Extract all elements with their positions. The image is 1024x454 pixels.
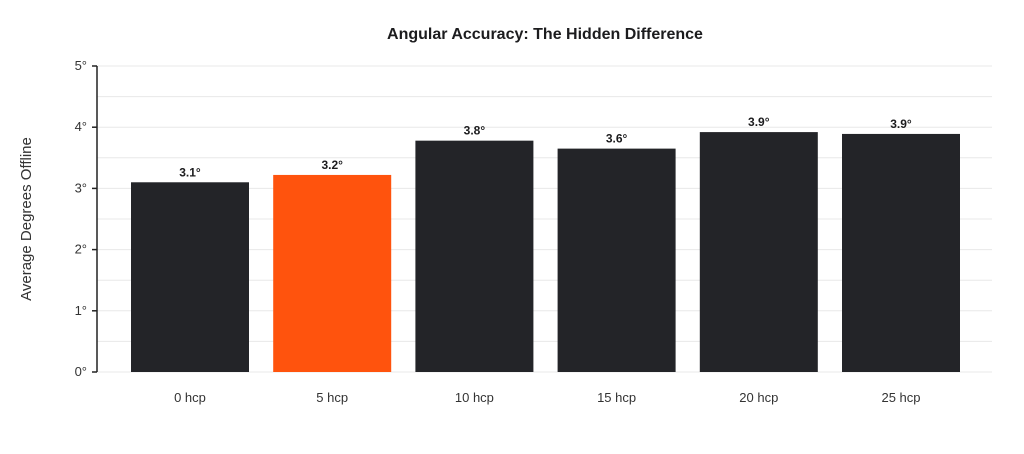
data-label: 3.2° [321, 158, 343, 172]
x-tick-label: 5 hcp [316, 390, 348, 405]
bar-5-hcp [273, 174, 392, 372]
y-tick-label: 4° [75, 119, 87, 134]
x-tick-label: 25 hcp [881, 390, 920, 405]
y-tick-label: 2° [75, 242, 87, 257]
bar-15-hcp [557, 148, 676, 372]
bar-10-hcp [415, 140, 534, 372]
bars [131, 132, 960, 372]
x-axis-ticks: 0 hcp 5 hcp 10 hcp 15 hcp 20 hcp 25 hcp [174, 390, 920, 405]
y-tick-label: 3° [75, 180, 87, 195]
data-label: 3.6° [606, 132, 628, 146]
chart-title: Angular Accuracy: The Hidden Difference [387, 26, 703, 43]
data-label: 3.8° [464, 124, 486, 138]
data-labels: 3.1° 3.2° 3.8° 3.6° 3.9° 3.9° [179, 115, 912, 179]
y-tick-label: 0° [75, 364, 87, 379]
y-axis-ticks: 0° 1° 2° 3° 4° 5° [75, 58, 97, 379]
data-label: 3.1° [179, 165, 201, 179]
data-label: 3.9° [890, 117, 912, 131]
bar-25-hcp [842, 133, 960, 372]
y-axis-label: Average Degrees Offline [18, 137, 35, 301]
x-tick-label: 15 hcp [597, 390, 636, 405]
y-tick-label: 5° [75, 58, 87, 73]
y-tick-label: 1° [75, 303, 87, 318]
x-tick-label: 20 hcp [739, 390, 778, 405]
x-tick-label: 10 hcp [455, 390, 494, 405]
bar-20-hcp [699, 132, 818, 372]
x-tick-label: 0 hcp [174, 390, 206, 405]
bar-0-hcp [131, 182, 249, 372]
data-label: 3.9° [748, 115, 770, 129]
